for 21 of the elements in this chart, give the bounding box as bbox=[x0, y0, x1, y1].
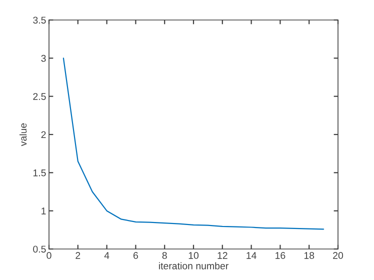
x-tick-label: 18 bbox=[304, 252, 314, 259]
y-tick-label: 3.5 bbox=[33, 16, 46, 24]
x-tick-label: 4 bbox=[104, 252, 110, 259]
y-tick-label: 2 bbox=[41, 131, 46, 138]
y-tick-label: 2.5 bbox=[33, 93, 46, 100]
y-tick-label: 3 bbox=[41, 54, 46, 62]
y-tick-label: 0.5 bbox=[33, 246, 46, 253]
x-tick-label: 14 bbox=[246, 252, 256, 259]
y-tick-label: 1 bbox=[42, 208, 46, 214]
x-tick-label: 20 bbox=[333, 252, 344, 259]
x-tick-label: 6 bbox=[133, 252, 138, 259]
x-tick-label: 0 bbox=[46, 252, 52, 259]
y-tick-label: 1.5 bbox=[33, 170, 46, 176]
x-tick-label: 10 bbox=[188, 252, 199, 259]
x-tick-label: 2 bbox=[76, 252, 80, 259]
x-tick-label: 12 bbox=[218, 252, 228, 259]
x-tick-label: 16 bbox=[276, 252, 286, 259]
x-tick-label: 8 bbox=[162, 252, 167, 259]
y-axis-title: value bbox=[19, 123, 27, 146]
line-series bbox=[62, 58, 324, 230]
x-axis-title: iteration number bbox=[159, 262, 228, 270]
